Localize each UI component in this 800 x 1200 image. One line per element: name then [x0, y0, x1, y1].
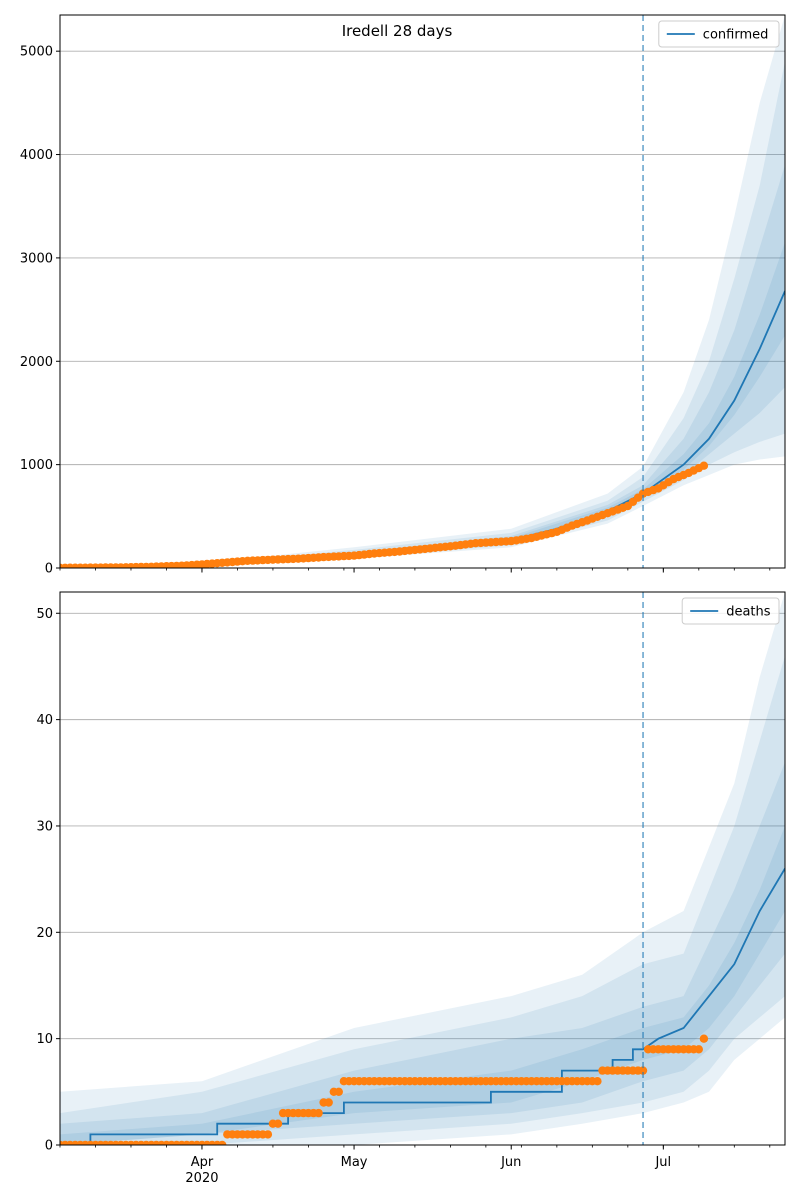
confirmed-panel: 0 1000 2000 3000 4000 5000 confirmed	[20, 14, 786, 577]
observed-point-41	[263, 1130, 273, 1139]
uncertainty-band-0	[60, 15, 785, 568]
plot-area	[60, 592, 785, 1145]
x-tick-label-2: Jun	[500, 1155, 521, 1170]
y-tick-label-2: 2000	[20, 355, 53, 370]
uncertainty-band-3	[60, 826, 785, 1145]
x-tick-label-0: Apr	[191, 1155, 214, 1170]
uncertainty-band-1	[60, 655, 785, 1145]
uncertainty-band-3	[60, 242, 785, 568]
observed-point-127	[699, 461, 709, 470]
observed-point-53	[324, 1098, 333, 1107]
y-tick-label-5: 5000	[20, 45, 53, 60]
legend-label-deaths: deaths	[726, 605, 771, 620]
uncertainty-band-0	[60, 592, 785, 1145]
axes-frame	[59, 14, 786, 569]
observed-point-32	[218, 1140, 227, 1145]
y-tick-label-4: 4000	[20, 148, 53, 163]
observed-point-126	[694, 1045, 703, 1054]
legend-label-confirmed: confirmed	[703, 28, 769, 43]
x-tick-sublabel-0: 2020	[185, 1171, 218, 1186]
observed-point-106	[593, 1077, 602, 1086]
axes-frame	[59, 591, 786, 1146]
x-tick-label-1: May	[341, 1155, 368, 1170]
y-tick-label-1: 1000	[20, 458, 53, 473]
observed-point-127	[699, 1034, 709, 1043]
y-tick-label-0: 0	[45, 562, 53, 577]
y-tick-label-5: 50	[36, 607, 53, 622]
y-tick-label-2: 20	[36, 926, 53, 941]
y-tick-label-3: 3000	[20, 251, 53, 266]
y-tick-label-1: 10	[36, 1032, 53, 1047]
observed-point-51	[314, 1108, 323, 1118]
figure-title: Iredell 28 days	[342, 22, 453, 40]
legend-box	[658, 20, 780, 48]
x-tick-label-3: Jul	[654, 1155, 671, 1170]
y-tick-label-0: 0	[45, 1139, 53, 1154]
uncertainty-band-1	[60, 61, 785, 568]
observed-point-55	[334, 1087, 343, 1097]
uncertainty-band-2	[60, 762, 785, 1145]
observed-point-115	[638, 1066, 648, 1075]
observed-point-43	[273, 1119, 283, 1128]
y-tick-label-4: 40	[36, 713, 53, 728]
legend-box	[681, 597, 780, 625]
y-tick-label-3: 30	[36, 819, 53, 834]
plot-area	[60, 15, 785, 568]
uncertainty-band-2	[60, 164, 785, 568]
